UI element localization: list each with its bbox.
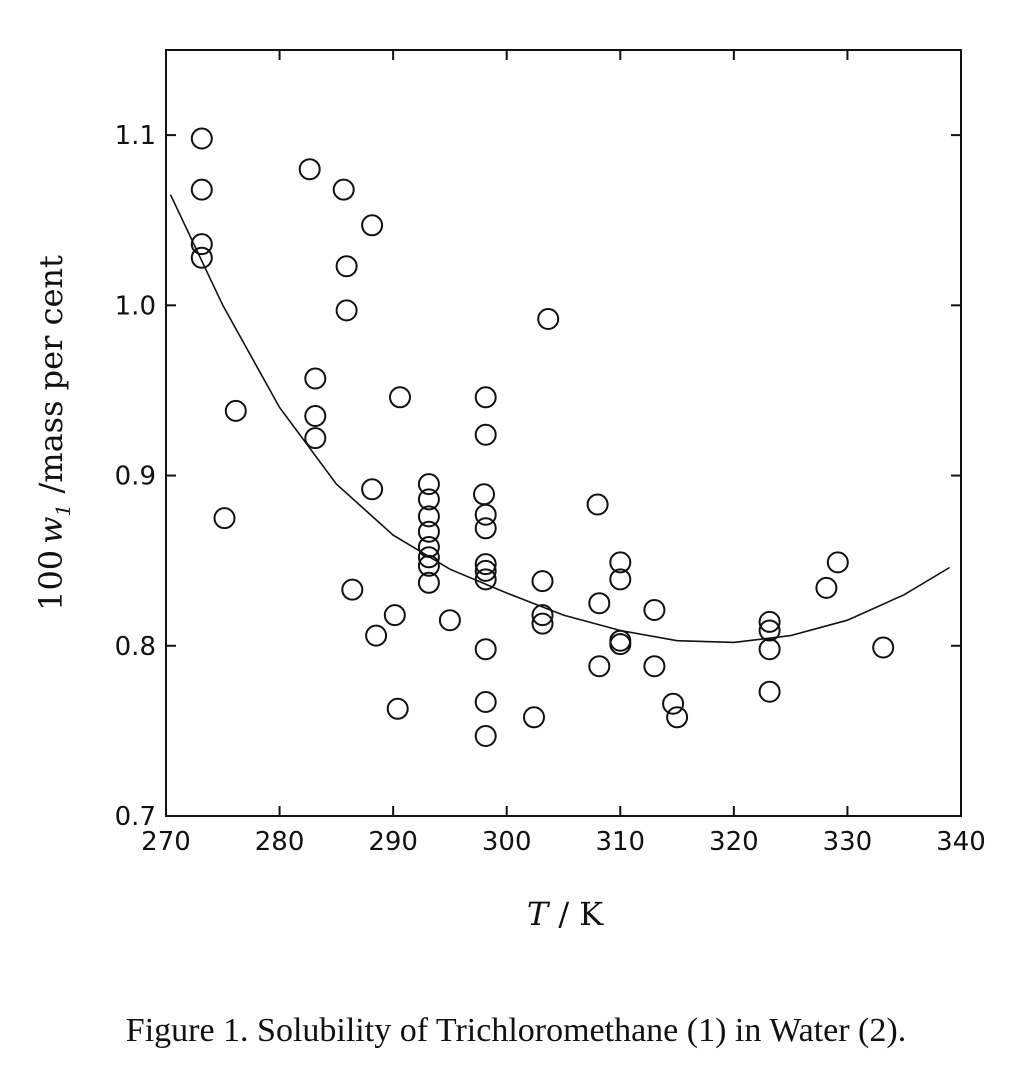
data-point	[643, 655, 666, 678]
data-point	[662, 692, 685, 715]
data-point	[474, 725, 497, 747]
x-tick-label: 270	[141, 827, 191, 857]
x-axis-symbol: T	[527, 895, 551, 933]
x-tick-label: 340	[936, 827, 986, 857]
data-point	[304, 405, 327, 427]
x-tick-label: 300	[482, 827, 532, 857]
data-point	[666, 706, 689, 729]
solubility-chart: 270 280 290 300 310 320 330 340 0.7 0.8 0.9 1.0 1.1…	[32, 49, 986, 933]
x-tick-label: 320	[709, 827, 759, 857]
data-point	[531, 570, 554, 593]
data-point	[417, 520, 440, 543]
data-point	[473, 483, 495, 506]
data-point	[643, 599, 666, 621]
data-point	[417, 536, 440, 558]
x-tick-label: 280	[255, 827, 305, 857]
data-point	[588, 592, 611, 615]
y-axis-title: 100 w1 /mass per cent	[32, 255, 75, 611]
data-point	[224, 399, 247, 422]
y-tick-label: 0.9	[115, 462, 156, 492]
data-point	[537, 308, 560, 330]
data-point	[474, 559, 497, 582]
data-point	[417, 554, 440, 577]
data-point	[417, 505, 440, 528]
y-axis-ticks: 0.7 0.8 0.9 1.0 1.1	[115, 121, 961, 832]
data-point	[304, 367, 327, 390]
data-point	[438, 609, 461, 632]
plot-frame	[165, 49, 962, 817]
data-point	[417, 571, 440, 594]
data-point	[588, 655, 611, 678]
data-point	[190, 178, 213, 201]
data-point	[383, 604, 406, 627]
data-point	[872, 636, 895, 659]
data-point	[361, 478, 384, 501]
data-point	[523, 706, 545, 729]
data-point	[386, 697, 409, 720]
data-point	[586, 493, 609, 516]
data-point	[335, 255, 358, 278]
x-tick-label: 330	[823, 827, 873, 857]
data-point	[190, 233, 213, 256]
data-point	[304, 427, 327, 450]
data-point	[389, 386, 411, 409]
plot-border	[165, 49, 962, 817]
fitted-curve	[169, 194, 951, 644]
y-tick-label: 1.1	[115, 121, 156, 151]
data-point	[531, 604, 554, 627]
x-tick-label: 310	[595, 827, 645, 857]
data-point	[190, 127, 213, 150]
y-axis-symbol: w	[32, 516, 70, 543]
data-point	[609, 633, 632, 656]
data-point	[758, 619, 781, 642]
x-axis-unit: K	[579, 895, 604, 933]
y-tick-label: 1.0	[115, 291, 156, 321]
fitted-curve-layer	[169, 194, 951, 644]
x-axis-ticks: 270 280 290 300 310 320 330 340	[141, 50, 986, 857]
y-axis-rest: /mass per cent	[32, 255, 70, 504]
data-point	[417, 546, 440, 569]
x-axis-title: T / K	[527, 895, 604, 933]
data-point	[758, 638, 781, 661]
data-point	[531, 612, 554, 635]
data-point	[341, 578, 364, 601]
data-point	[298, 158, 321, 181]
x-tick-label: 290	[368, 827, 418, 857]
data-point	[365, 624, 388, 647]
data-point	[826, 551, 849, 574]
data-point	[758, 680, 781, 703]
data-point	[335, 299, 358, 322]
data-point	[190, 246, 213, 269]
data-point	[474, 517, 497, 540]
data-point	[758, 610, 781, 633]
y-tick-label: 0.8	[115, 632, 156, 662]
data-point	[213, 507, 236, 530]
y-axis-prefix: 100	[32, 550, 70, 611]
data-point	[474, 386, 497, 409]
data-point	[474, 423, 497, 446]
data-point	[474, 568, 497, 591]
data-point	[474, 638, 497, 661]
data-point	[815, 576, 838, 599]
x-axis-separator: /	[548, 895, 579, 933]
data-point	[474, 503, 497, 526]
data-point	[474, 553, 497, 576]
data-point	[609, 551, 632, 574]
data-points-layer	[190, 127, 895, 747]
data-point	[609, 568, 632, 591]
data-point	[332, 178, 355, 201]
y-tick-label: 0.7	[115, 802, 156, 832]
data-point	[417, 473, 440, 496]
data-point	[417, 488, 440, 511]
y-axis-subscript: 1	[51, 504, 75, 517]
data-point	[474, 691, 497, 713]
data-point	[361, 214, 384, 237]
figure-caption: Figure 1. Solubility of Trichloromethane…	[125, 1012, 907, 1049]
